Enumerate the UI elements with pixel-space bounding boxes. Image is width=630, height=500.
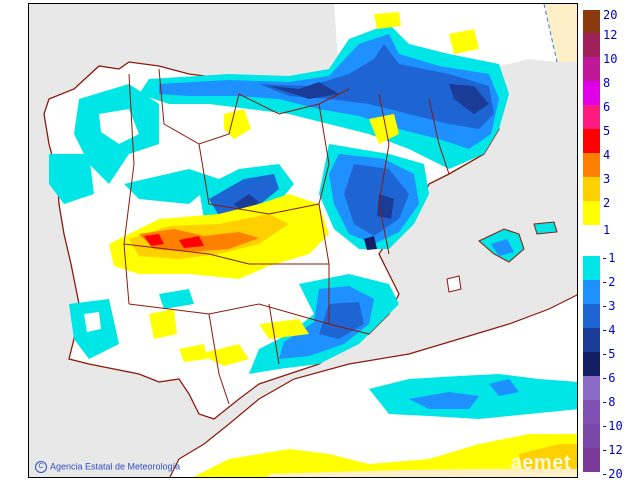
legend-swatch-4 xyxy=(583,153,600,177)
legend-swatch-2 xyxy=(583,201,600,225)
ibiza xyxy=(446,275,462,293)
legend-label: -20 xyxy=(601,467,623,481)
legend-label: -1 xyxy=(601,251,616,265)
legend-label: 20 xyxy=(603,8,618,22)
color-legend: 20 12 10 8 6 5 4 3 2 1 -1 -2 -3 -4 -5 -6… xyxy=(583,8,630,490)
legend-swatch-neg4 xyxy=(583,328,600,352)
legend-label: -3 xyxy=(601,299,616,313)
north-africa-land xyxy=(169,294,577,477)
legend-label: -10 xyxy=(601,419,623,433)
legend-swatch-neg12 xyxy=(583,448,600,472)
legend-label: 6 xyxy=(603,100,611,114)
legend-swatch-neg10 xyxy=(583,424,600,448)
legend-swatch-8 xyxy=(583,81,600,105)
aemet-logo: aemet xyxy=(510,452,571,474)
copyright-icon: C xyxy=(35,461,47,473)
legend-swatch-12 xyxy=(583,33,600,57)
legend-label: 5 xyxy=(603,124,611,138)
legend-swatch-neg6 xyxy=(583,376,600,400)
legend-label: 1 xyxy=(603,223,611,237)
legend-label: -4 xyxy=(601,323,616,337)
menorca xyxy=(533,221,558,235)
legend-swatch-neg8 xyxy=(583,400,600,424)
legend-swatch-10 xyxy=(583,57,600,81)
legend-swatch-6 xyxy=(583,105,600,129)
credit-text: C Agencia Estatal de Meteorología xyxy=(35,461,180,473)
france-region xyxy=(544,4,577,62)
legend-label: -2 xyxy=(601,275,616,289)
legend-swatch-3 xyxy=(583,177,600,201)
legend-label: -6 xyxy=(601,371,616,385)
legend-swatch-20 xyxy=(583,10,600,33)
legend-swatch-neg5 xyxy=(583,352,600,376)
legend-swatch-neg3 xyxy=(583,304,600,328)
anomaly-map xyxy=(43,4,577,477)
map-frame: C Agencia Estatal de Meteorología aemet xyxy=(28,3,578,478)
legend-label: -5 xyxy=(601,347,616,361)
legend-label: 12 xyxy=(603,28,618,42)
legend-label: 2 xyxy=(603,196,611,210)
legend-swatch-5 xyxy=(583,129,600,153)
legend-label: 3 xyxy=(603,172,611,186)
legend-label: -8 xyxy=(601,395,616,409)
legend-label: 8 xyxy=(603,76,611,90)
legend-label: 4 xyxy=(603,148,611,162)
legend-label: -12 xyxy=(601,443,623,457)
legend-label: 10 xyxy=(603,52,618,66)
agency-name: Agencia Estatal de Meteorología xyxy=(50,461,181,472)
legend-swatch-neg2 xyxy=(583,280,600,304)
legend-swatch-neg1 xyxy=(583,256,600,280)
